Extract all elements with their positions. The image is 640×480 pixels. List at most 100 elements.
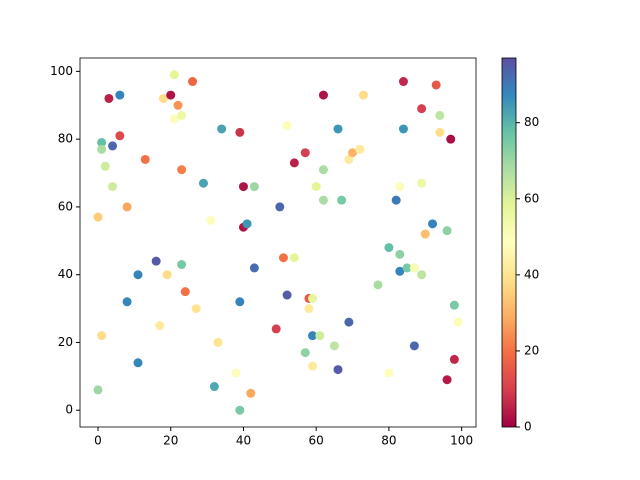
point — [180, 287, 190, 297]
point — [162, 270, 172, 280]
point — [108, 182, 118, 192]
x-tick-label: 40 — [236, 434, 251, 448]
point — [373, 280, 383, 290]
point — [198, 178, 208, 188]
point — [104, 93, 114, 103]
y-tick-label: 80 — [58, 132, 73, 146]
point — [300, 348, 310, 358]
point — [235, 127, 245, 137]
point — [97, 331, 107, 341]
point — [93, 385, 103, 395]
point — [329, 341, 339, 351]
point — [318, 195, 328, 205]
point — [133, 270, 143, 280]
point — [209, 382, 219, 392]
point — [395, 266, 405, 276]
point — [122, 202, 132, 212]
point — [398, 77, 408, 87]
point — [344, 154, 354, 164]
point — [249, 182, 259, 192]
point — [344, 317, 354, 327]
point — [402, 263, 412, 273]
point — [442, 226, 452, 236]
point — [275, 202, 285, 212]
colorbar-tick-label: 40 — [524, 267, 539, 281]
x-tick-label: 100 — [450, 434, 473, 448]
point — [358, 90, 368, 100]
point — [435, 110, 445, 120]
point — [169, 114, 179, 124]
point — [449, 354, 459, 364]
point — [289, 158, 299, 168]
y-tick-label: 60 — [58, 199, 73, 213]
point — [315, 331, 325, 341]
point — [249, 263, 259, 273]
y-tick-label: 40 — [58, 267, 73, 281]
point — [282, 290, 292, 300]
colorbar-tick-label: 60 — [524, 191, 539, 205]
point — [115, 131, 125, 141]
colorbar — [501, 57, 517, 428]
point — [213, 337, 223, 347]
point — [409, 263, 419, 273]
point — [417, 104, 427, 114]
point — [311, 182, 321, 192]
point — [333, 124, 343, 134]
point — [166, 90, 176, 100]
point — [431, 80, 441, 90]
point — [155, 321, 165, 331]
point — [115, 90, 125, 100]
y-tick-label: 20 — [58, 335, 73, 349]
point — [93, 212, 103, 222]
point — [337, 195, 347, 205]
point — [355, 144, 365, 154]
point — [206, 215, 216, 225]
point — [395, 249, 405, 259]
x-tick-label: 20 — [163, 434, 178, 448]
point — [100, 161, 110, 171]
point — [420, 229, 430, 239]
point — [151, 256, 161, 266]
point — [177, 260, 187, 270]
point — [435, 127, 445, 137]
point — [300, 148, 310, 158]
point — [278, 253, 288, 263]
point — [235, 405, 245, 415]
point — [238, 182, 248, 192]
point — [122, 297, 132, 307]
point — [97, 144, 107, 154]
point — [417, 178, 427, 188]
point — [217, 124, 227, 134]
point — [191, 304, 201, 314]
point — [384, 368, 394, 378]
point — [177, 165, 187, 175]
point — [318, 165, 328, 175]
point — [158, 93, 168, 103]
point — [308, 331, 318, 341]
point — [235, 297, 245, 307]
x-tick-label: 0 — [94, 434, 102, 448]
point — [169, 70, 179, 80]
point — [282, 121, 292, 131]
point — [453, 317, 463, 327]
point — [304, 304, 314, 314]
point — [133, 358, 143, 368]
point — [188, 77, 198, 87]
point — [333, 365, 343, 375]
colorbar-tick-label: 20 — [524, 343, 539, 357]
point — [97, 138, 107, 148]
point — [289, 253, 299, 263]
colorbar-tick-label: 0 — [524, 420, 532, 434]
point — [428, 219, 438, 229]
point — [140, 154, 150, 164]
plot-frame — [79, 57, 477, 428]
y-tick-label: 100 — [50, 64, 73, 78]
point — [242, 219, 252, 229]
colorbar-tick-label: 80 — [524, 115, 539, 129]
point — [308, 361, 318, 371]
point — [409, 341, 419, 351]
point — [449, 300, 459, 310]
point — [348, 148, 358, 158]
point — [384, 243, 394, 253]
